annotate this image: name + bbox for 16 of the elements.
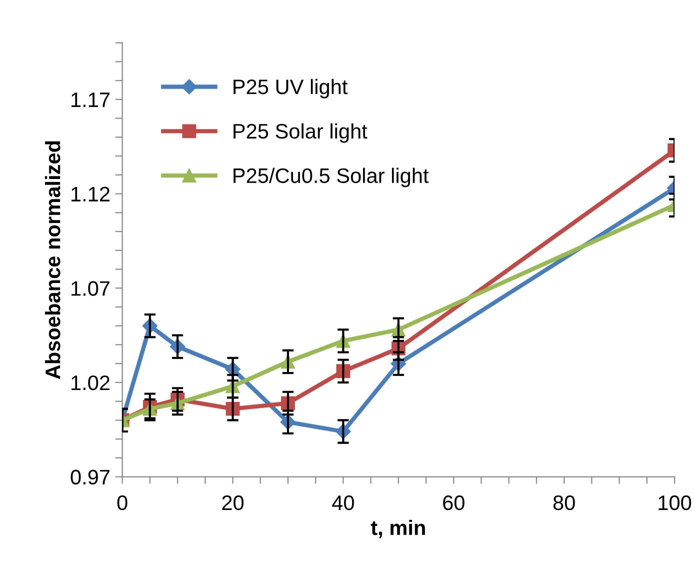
legend-label: P25 UV light [234,78,348,98]
x-tick-label: 0 [117,495,128,510]
x-tick-label: 100 [658,495,692,510]
y-tick-label: 1.12 [72,186,110,202]
legend-label: P25 Solar light [234,123,368,143]
y-tick-label: 1.17 [72,92,110,107]
y-axis-title: Absoebance normalized [45,141,60,380]
y-tick-label: 1.02 [72,375,110,390]
legend-label: P25/Cu0.5 Solar light [234,168,429,188]
x-tick-label: 20 [222,495,244,510]
y-tick-label: 1.07 [72,281,110,296]
y-tick-label: 0.97 [70,470,110,485]
x-tick-label: 60 [443,495,464,510]
x-tick-label: 80 [553,495,575,510]
x-tick-label: 40 [332,495,354,510]
x-axis-title: t, min [370,520,425,538]
